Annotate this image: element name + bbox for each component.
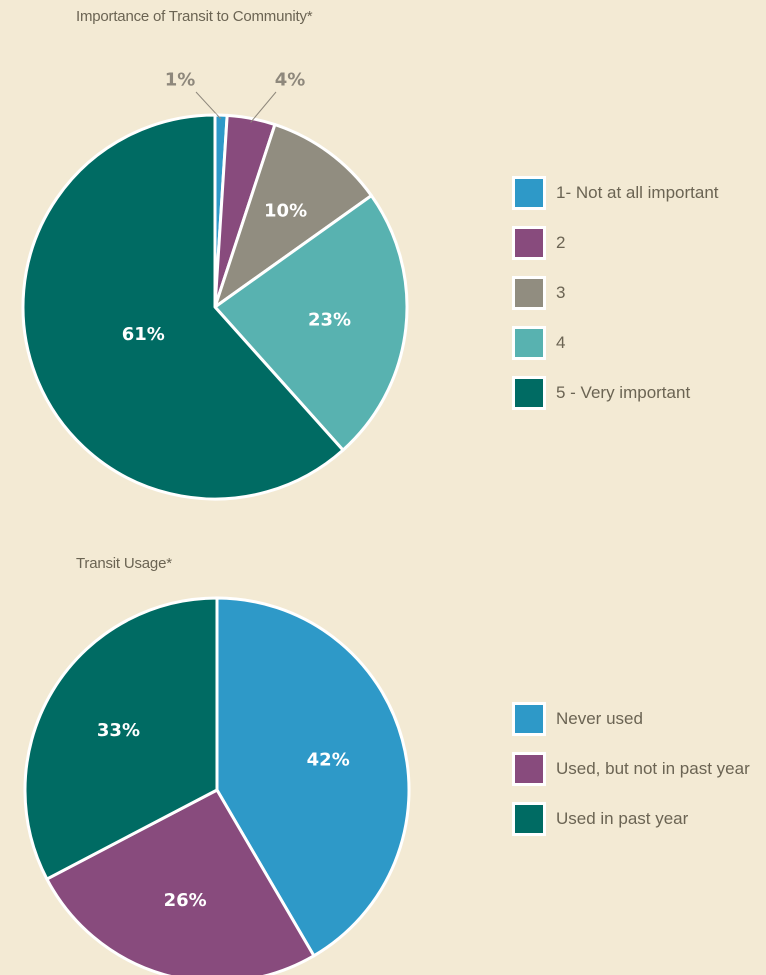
legend-swatch — [512, 802, 546, 836]
slice-value-label: 33% — [97, 720, 140, 741]
legend-item-2: 2 — [512, 222, 719, 264]
leader-line — [250, 91, 277, 123]
pie-slice-3 — [213, 123, 373, 309]
legend-item-never-used: Never used — [512, 698, 750, 740]
slice-value-label: 42% — [307, 749, 350, 770]
pie-slice-5-very-important — [21, 113, 345, 501]
legend-swatch — [512, 702, 546, 736]
slice-value-label: 10% — [264, 201, 307, 222]
legend-label: Never used — [556, 709, 643, 728]
pie-chart: 42% 26% 33% — [23, 596, 411, 975]
chart-transit-usage: Transit Usage* 42% 26% 33% Never used Used,… — [0, 545, 766, 975]
pie-slice-used-in-past-year — [23, 596, 219, 881]
legend-item-4: 4 — [512, 322, 719, 364]
pie-chart: 1% 4% 10% 23% 61% — [21, 70, 409, 501]
pie-slice-4 — [213, 194, 409, 452]
legend-item-used-but-not-in-past-year: Used, but not in past year — [512, 748, 750, 790]
chart-title: Transit Usage* — [76, 555, 172, 572]
slice-value-label: 4% — [275, 70, 306, 91]
legend-label: 2 — [556, 233, 566, 252]
legend: 1- Not at all important 2 3 4 5 - Very impor… — [512, 172, 719, 422]
legend-item-3: 3 — [512, 272, 719, 314]
pie-slice-used-but-not-in-past-year — [45, 788, 316, 975]
legend-label: Used, but not in past year — [556, 759, 750, 778]
legend-swatch — [512, 326, 546, 360]
pie-slice-never-used — [215, 596, 411, 958]
legend-item-5-very-important: 5 - Very important — [512, 372, 719, 414]
slice-value-label: 26% — [164, 890, 207, 911]
legend-label: 1- Not at all important — [556, 183, 719, 202]
legend-swatch — [512, 176, 546, 210]
legend-label: 4 — [556, 333, 566, 352]
leader-line — [195, 91, 222, 120]
legend-swatch — [512, 276, 546, 310]
legend-label: 5 - Very important — [556, 383, 691, 402]
slice-value-label: 1% — [165, 70, 196, 91]
legend-swatch — [512, 226, 546, 260]
legend-swatch — [512, 376, 546, 410]
legend-item-used-in-past-year: Used in past year — [512, 798, 750, 840]
slice-value-label: 23% — [308, 309, 351, 330]
chart-title: Importance of Transit to Community* — [76, 8, 313, 25]
legend: Never used Used, but not in past year Used… — [512, 698, 750, 848]
slice-value-label: 61% — [122, 324, 165, 345]
legend-item-1-not-at-all-important: 1- Not at all important — [512, 172, 719, 214]
legend-label: Used in past year — [556, 809, 689, 828]
chart-importance-of-transit: Importance of Transit to Community* 1% 4%… — [21, 8, 719, 501]
legend-swatch — [512, 752, 546, 786]
legend-label: 3 — [556, 283, 566, 302]
